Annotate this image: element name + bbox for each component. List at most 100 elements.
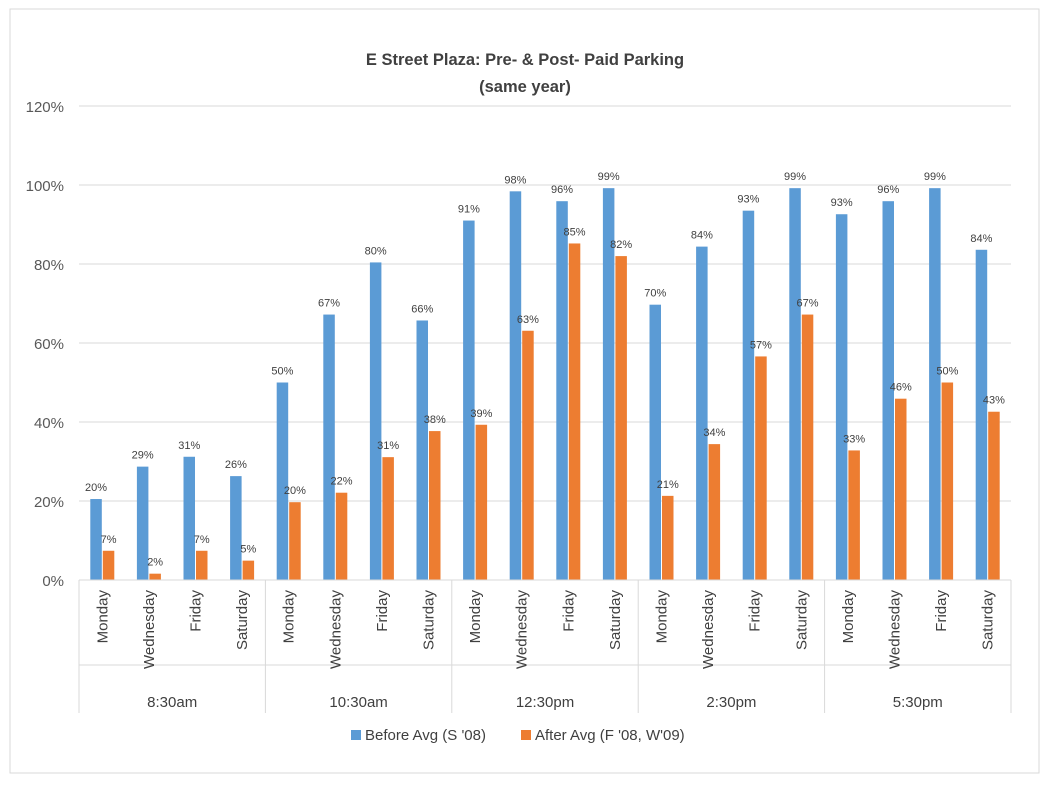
after-bar <box>615 256 627 580</box>
x-axis: Monday Wednesday Friday Saturday 8:30am Monda… <box>78 579 1012 713</box>
after-bar <box>755 356 767 580</box>
data-label: 98% <box>504 174 526 186</box>
after-bar <box>662 495 674 580</box>
after-bar <box>382 457 394 580</box>
before-bar <box>602 188 615 580</box>
data-label: 7% <box>101 534 117 546</box>
before-bar <box>136 466 149 580</box>
data-label: 80% <box>365 245 387 257</box>
bars <box>90 188 1000 581</box>
data-label: 31% <box>178 440 200 452</box>
data-label: 70% <box>644 288 666 300</box>
y-tick-label: 80% <box>34 257 64 274</box>
data-label: 91% <box>458 204 480 216</box>
before-bar <box>416 320 428 580</box>
day-label: Wednesday <box>700 590 717 669</box>
day-label: Wednesday <box>887 590 904 669</box>
legend-swatch-after <box>521 730 531 740</box>
after-bar <box>848 450 860 580</box>
data-labels: 20% 29% 31% 26% 50% 67% 80% 66% 91% 98% 96% 99% 70% 8… <box>85 171 1005 569</box>
day-label: Saturday <box>793 590 810 651</box>
data-label: 39% <box>470 408 492 420</box>
data-label: 20% <box>284 485 306 497</box>
day-label: Monday <box>840 590 857 644</box>
data-label: 22% <box>331 476 353 488</box>
before-bar <box>882 201 894 580</box>
data-label: 26% <box>225 459 247 471</box>
data-label: 50% <box>271 366 293 378</box>
data-label: 84% <box>691 230 713 242</box>
after-bar <box>988 411 1000 580</box>
after-bar <box>941 382 954 580</box>
after-bar <box>475 424 488 580</box>
day-label: Saturday <box>421 590 438 651</box>
day-label: Friday <box>747 590 764 632</box>
time-group-label: 8:30am <box>147 694 197 711</box>
day-label: Monday <box>94 590 111 644</box>
data-label: 29% <box>132 450 154 462</box>
data-label: 96% <box>877 184 899 196</box>
after-bar <box>196 550 208 580</box>
chart-title: E Street Plaza: Pre- & Post- Paid Parkin… <box>366 51 684 69</box>
data-label: 20% <box>85 482 107 494</box>
y-tick-label: 120% <box>26 99 64 116</box>
day-label: Wednesday <box>141 590 158 669</box>
data-label: 67% <box>318 298 340 310</box>
after-bar <box>568 243 581 580</box>
data-label: 99% <box>598 171 620 183</box>
time-group-label: 12:30pm <box>516 694 574 711</box>
y-tick-label: 100% <box>26 178 64 195</box>
data-label: 7% <box>194 534 210 546</box>
time-group-label: 10:30am <box>329 694 387 711</box>
time-group-label: 2:30pm <box>706 694 756 711</box>
data-label: 93% <box>737 194 759 206</box>
day-label: Monday <box>654 590 671 644</box>
y-tick-label: 60% <box>34 336 64 353</box>
legend-label: After Avg (F '08, W'09) <box>535 727 685 744</box>
data-label: 57% <box>750 339 772 351</box>
before-bar <box>230 476 242 580</box>
legend: Before Avg (S '08) After Avg (F '08, W'09… <box>351 727 685 744</box>
before-bar <box>556 201 568 580</box>
legend-label: Before Avg (S '08) <box>365 727 486 744</box>
day-label: Friday <box>374 590 391 632</box>
y-axis-ticks: 0% 20% 40% 60% 80% 100% 120% <box>26 99 64 590</box>
y-tick-label: 0% <box>42 573 64 590</box>
before-bar <box>835 214 848 581</box>
day-label: Monday <box>281 590 298 644</box>
data-label: 21% <box>657 479 679 491</box>
day-label: Saturday <box>234 590 251 651</box>
day-label: Friday <box>560 590 577 632</box>
y-tick-label: 20% <box>34 494 64 511</box>
data-label: 43% <box>983 395 1005 407</box>
data-label: 99% <box>784 171 806 183</box>
before-bar <box>649 304 661 580</box>
after-bar <box>102 550 115 580</box>
after-bar <box>429 431 441 580</box>
after-bar <box>708 444 721 580</box>
chart-subtitle: (same year) <box>479 78 571 96</box>
before-bar <box>509 191 522 580</box>
data-label: 99% <box>924 171 946 183</box>
time-group-label: 5:30pm <box>893 694 943 711</box>
data-label: 84% <box>970 233 992 245</box>
before-bar <box>789 188 801 580</box>
before-bar <box>369 262 382 580</box>
before-bar <box>323 314 335 580</box>
before-bar <box>183 456 195 580</box>
legend-swatch-before <box>351 730 361 740</box>
after-bar <box>289 502 301 580</box>
after-bar <box>335 492 348 580</box>
data-label: 93% <box>831 197 853 209</box>
data-label: 85% <box>564 226 586 238</box>
data-label: 38% <box>424 414 446 426</box>
data-label: 96% <box>551 184 573 196</box>
after-bar <box>149 573 161 580</box>
before-bar <box>276 382 289 580</box>
data-label: 82% <box>610 239 632 251</box>
before-bar <box>90 499 102 580</box>
day-label: Wednesday <box>514 590 531 669</box>
data-label: 5% <box>240 544 256 556</box>
